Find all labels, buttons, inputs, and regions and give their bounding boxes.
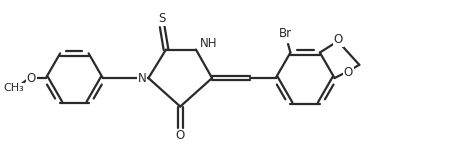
Text: NH: NH [199, 37, 217, 50]
Text: N: N [138, 72, 146, 85]
Text: Br: Br [279, 27, 292, 40]
Text: O: O [344, 66, 353, 79]
Text: O: O [334, 33, 343, 46]
Text: O: O [26, 72, 36, 85]
Text: O: O [176, 130, 185, 143]
Text: CH₃: CH₃ [3, 83, 24, 94]
Text: S: S [158, 12, 166, 25]
